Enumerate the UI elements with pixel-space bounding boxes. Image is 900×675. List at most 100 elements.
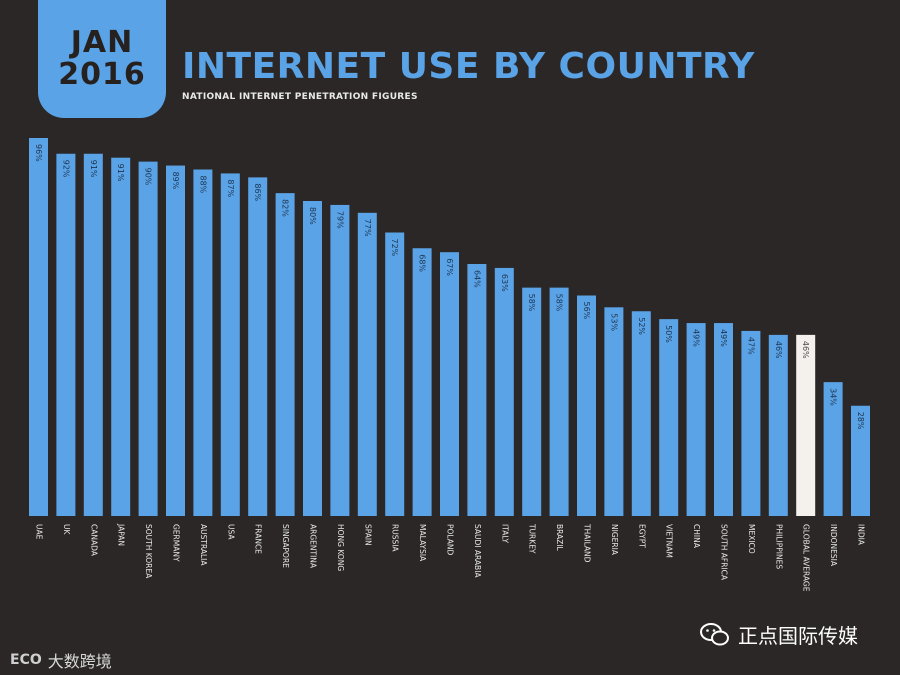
bars-layer xyxy=(29,138,870,516)
value-label-global-average: 46% xyxy=(801,341,810,359)
chart-title: INTERNET USE BY COUNTRY xyxy=(182,46,755,87)
value-labels-layer: 96% 92% 91% 91% 90% 89% 88% 87% 86% 82% 80% 79% 77% 7… xyxy=(34,144,865,430)
badge-month: JAN xyxy=(70,25,134,60)
bar-usa xyxy=(220,173,240,516)
category-label-uk: UK xyxy=(62,524,71,535)
chart-subtitle: NATIONAL INTERNET PENETRATION FIGURES xyxy=(182,92,418,102)
wechat-icon xyxy=(700,622,729,645)
category-label-poland: POLAND xyxy=(446,524,455,556)
value-label-south-korea: 90% xyxy=(144,168,153,186)
value-label-india: 28% xyxy=(856,412,865,430)
bar-canada xyxy=(83,153,103,516)
value-label-france: 86% xyxy=(253,183,262,201)
category-label-spain: SPAIN xyxy=(363,524,372,546)
bar-thailand xyxy=(577,295,596,516)
value-label-egypt: 52% xyxy=(637,317,646,335)
category-label-italy: ITALY xyxy=(500,524,509,544)
category-label-egypt: EGYPT xyxy=(637,524,646,548)
category-label-malaysia: MALAYSIA xyxy=(418,524,427,562)
category-label-brazil: BRAZIL xyxy=(555,524,564,552)
value-label-nigeria: 53% xyxy=(609,313,618,331)
category-label-singapore: SINGAPORE xyxy=(281,524,290,568)
watermark-right: 正点国际传媒 xyxy=(700,620,858,649)
category-label-mexico: MEXICO xyxy=(747,524,756,554)
value-label-singapore: 82% xyxy=(281,199,290,217)
watermark-left-logo: ECO xyxy=(10,652,42,668)
value-label-argentina: 80% xyxy=(308,207,317,225)
badge-year: 2016 xyxy=(58,57,146,92)
bar-global-average xyxy=(796,334,816,516)
bar-poland xyxy=(440,252,459,516)
category-label-global-average: GLOBAL AVERAGE xyxy=(802,524,811,592)
bar-south-africa xyxy=(714,323,733,516)
category-labels-layer: UAE UK CANADA JAPAN SOUTH KOREA GERMANY AUSTRA… xyxy=(35,523,866,592)
watermark-left-text: 大数跨境 xyxy=(47,652,112,671)
bar-saudi-arabia xyxy=(467,264,487,516)
value-label-poland: 67% xyxy=(445,258,454,276)
category-label-russia: RUSSIA xyxy=(391,524,400,552)
bar-australia xyxy=(193,169,213,516)
category-label-philippines: PHILIPPINES xyxy=(774,524,783,569)
bar-turkey xyxy=(522,287,542,516)
bar-china xyxy=(686,323,706,516)
bar-russia xyxy=(385,232,405,516)
category-label-australia: AUSTRALIA xyxy=(199,524,208,566)
bar-indonesia xyxy=(823,382,843,516)
bar-france xyxy=(248,177,268,516)
value-label-malaysia: 68% xyxy=(418,254,427,272)
date-badge: JAN 2016 xyxy=(38,0,166,118)
watermark-left: ECO 大数跨境 xyxy=(10,648,112,672)
category-label-uae: UAE xyxy=(35,524,44,540)
value-label-saudi-arabia: 64% xyxy=(472,270,481,288)
category-label-saudi-arabia: SAUDI ARABIA xyxy=(473,524,482,578)
category-label-nigeria: NIGERIA xyxy=(610,524,619,556)
category-label-south-korea: SOUTH KOREA xyxy=(144,524,153,579)
value-label-australia: 88% xyxy=(198,176,207,194)
value-label-uae: 96% xyxy=(34,144,43,162)
bar-uae xyxy=(29,138,48,516)
value-label-philippines: 46% xyxy=(774,341,783,359)
bar-italy xyxy=(494,267,514,516)
category-label-indonesia: INDONESIA xyxy=(829,524,838,567)
bar-mexico xyxy=(741,330,761,516)
category-label-india: INDIA xyxy=(857,524,866,546)
bar-india xyxy=(851,405,870,516)
category-label-turkey: TURKEY xyxy=(528,523,537,554)
bar-malaysia xyxy=(412,248,432,516)
value-label-china: 49% xyxy=(692,329,701,347)
bar-spain xyxy=(357,212,377,516)
value-label-canada: 91% xyxy=(89,160,98,178)
category-label-japan: JAPAN xyxy=(117,523,126,546)
bar-egypt xyxy=(631,311,651,516)
value-label-russia: 72% xyxy=(390,239,399,257)
category-label-germany: GERMANY xyxy=(172,524,181,562)
category-label-france: FRANCE xyxy=(254,524,263,554)
value-label-uk: 92% xyxy=(61,160,70,178)
bar-hong-kong xyxy=(330,204,350,516)
category-label-thailand: THAILAND xyxy=(583,523,592,563)
category-label-canada: CANADA xyxy=(89,524,98,557)
bar-uk xyxy=(56,153,76,516)
category-label-hong-kong: HONG KONG xyxy=(336,524,345,571)
bar-philippines xyxy=(768,334,788,516)
category-label-china: CHINA xyxy=(692,524,701,549)
category-label-south-africa: SOUTH AFRICA xyxy=(720,524,729,581)
value-label-thailand: 56% xyxy=(582,302,591,320)
category-label-vietnam: VIETNAM xyxy=(665,524,674,558)
bar-brazil xyxy=(549,287,569,516)
value-label-hong-kong: 79% xyxy=(335,211,344,229)
value-label-japan: 91% xyxy=(116,164,125,182)
watermark-right-text: 正点国际传媒 xyxy=(738,624,858,648)
category-label-argentina: ARGENTINA xyxy=(309,524,318,569)
value-label-germany: 89% xyxy=(171,172,180,190)
bar-singapore xyxy=(275,193,295,516)
value-label-turkey: 58% xyxy=(527,294,536,312)
bar-south-korea xyxy=(138,161,158,516)
bar-japan xyxy=(111,157,131,516)
bar-vietnam xyxy=(659,319,679,516)
value-label-mexico: 47% xyxy=(746,337,755,355)
value-label-indonesia: 34% xyxy=(829,388,838,406)
bar-argentina xyxy=(303,201,322,516)
bar-nigeria xyxy=(604,307,624,516)
